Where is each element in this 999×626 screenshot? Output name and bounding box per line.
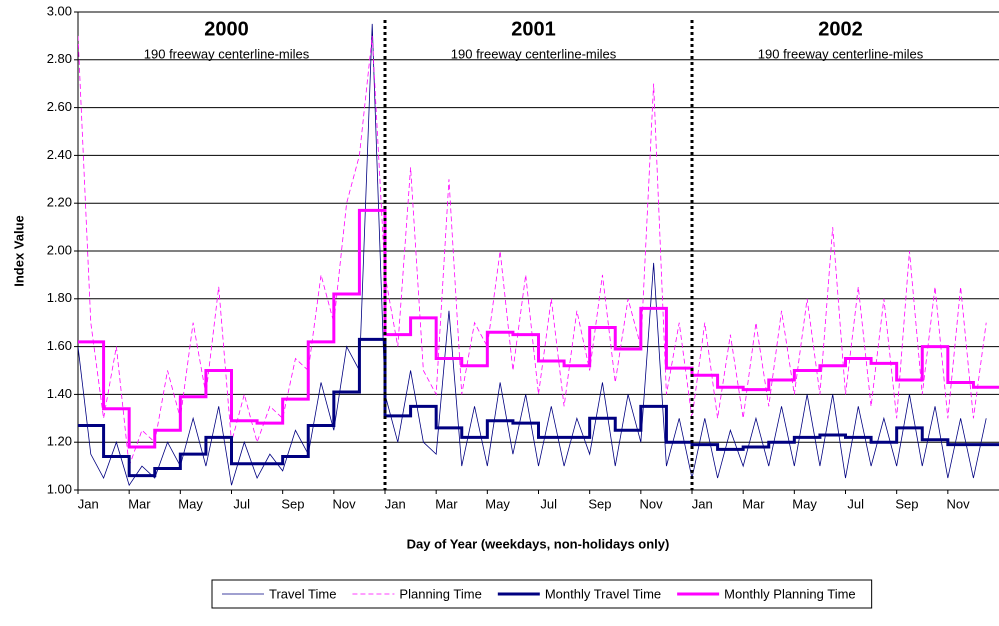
x-tick-label: Nov bbox=[640, 496, 664, 511]
legend: Travel Time Planning Time Monthly Travel T… bbox=[211, 579, 873, 609]
x-tick-label: May bbox=[792, 496, 817, 511]
legend-label: Monthly Travel Time bbox=[545, 586, 661, 601]
y-tick-label: 1.40 bbox=[47, 386, 72, 401]
year-note: 190 freeway centerline-miles bbox=[144, 46, 310, 61]
year-title: 2002 bbox=[818, 18, 863, 40]
x-tick-label: Mar bbox=[742, 496, 765, 511]
y-axis-title: Index Value bbox=[11, 215, 26, 287]
x-axis-title: Day of Year (weekdays, non-holidays only… bbox=[407, 536, 670, 551]
y-tick-label: 2.20 bbox=[47, 195, 72, 210]
x-tick-label: Sep bbox=[588, 496, 611, 511]
y-tick-label: 2.80 bbox=[47, 51, 72, 66]
y-tick-label: 1.80 bbox=[47, 290, 72, 305]
legend-label: Travel Time bbox=[269, 586, 336, 601]
x-tick-label: Nov bbox=[333, 496, 357, 511]
y-tick-label: 1.20 bbox=[47, 434, 72, 449]
year-title: 2001 bbox=[511, 18, 556, 40]
x-tick-label: Mar bbox=[128, 496, 151, 511]
legend-label: Monthly Planning Time bbox=[724, 586, 856, 601]
x-tick-label: Jul bbox=[540, 496, 557, 511]
series-line bbox=[78, 23, 987, 487]
year-title: 2000 bbox=[204, 18, 249, 40]
x-tick-label: Jul bbox=[847, 496, 864, 511]
series-line bbox=[78, 208, 999, 449]
x-tick-label: May bbox=[178, 496, 203, 511]
x-tick-label: Mar bbox=[435, 496, 458, 511]
x-tick-label: Nov bbox=[947, 496, 971, 511]
x-tick-label: Jul bbox=[233, 496, 250, 511]
x-tick-label: May bbox=[485, 496, 510, 511]
year-note: 190 freeway centerline-miles bbox=[758, 46, 924, 61]
y-tick-label: 1.60 bbox=[47, 338, 72, 353]
legend-label: Planning Time bbox=[399, 586, 481, 601]
x-tick-label: Sep bbox=[281, 496, 304, 511]
y-tick-label: 2.60 bbox=[47, 99, 72, 114]
x-tick-label: Jan bbox=[385, 496, 406, 511]
legend-box bbox=[211, 579, 873, 609]
x-tick-label: Jan bbox=[78, 496, 99, 511]
plot-area bbox=[78, 23, 999, 487]
x-tick-label: Sep bbox=[895, 496, 918, 511]
year-note: 190 freeway centerline-miles bbox=[451, 46, 617, 61]
y-tick-label: 3.00 bbox=[47, 3, 72, 18]
y-tick-label: 2.00 bbox=[47, 242, 72, 257]
x-tick-label: Jan bbox=[692, 496, 713, 511]
y-tick-label: 1.00 bbox=[47, 481, 72, 496]
series-line bbox=[78, 337, 999, 478]
y-tick-label: 2.40 bbox=[47, 147, 72, 162]
